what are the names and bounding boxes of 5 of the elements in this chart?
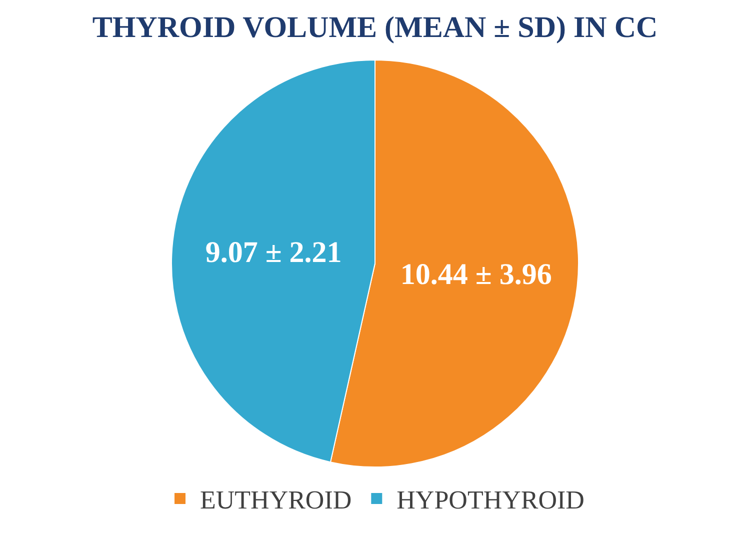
legend-label: EUTHYROID <box>200 486 352 515</box>
data-label: 9.07 ± 2.21 <box>205 236 342 269</box>
chart-title: THYROID VOLUME (MEAN ± SD) IN CC <box>92 11 658 44</box>
data-label: 10.44 ± 3.96 <box>400 258 552 292</box>
legend-label: HYPOTHYROID <box>396 486 584 515</box>
